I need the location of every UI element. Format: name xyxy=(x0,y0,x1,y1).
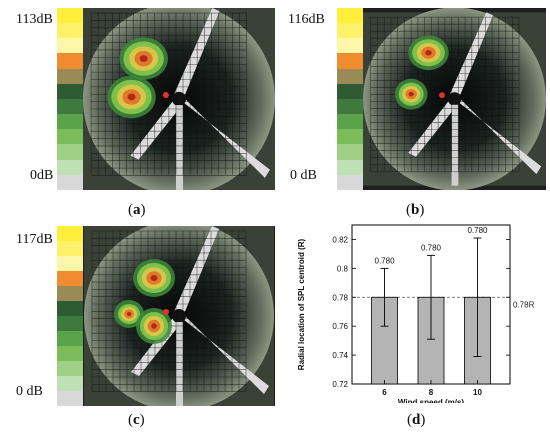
panel-caption: (a) xyxy=(128,202,146,218)
scale-color-step xyxy=(57,346,83,361)
scale-color-step xyxy=(337,114,363,130)
scale-color-step xyxy=(57,376,83,391)
data-label: 0.780 xyxy=(421,243,442,252)
x-tick-label: 10 xyxy=(473,388,482,397)
scale-color-step xyxy=(57,83,83,99)
scale-color-step xyxy=(57,8,83,24)
panel-caption: (b) xyxy=(406,202,425,218)
y-tick-label: 0.82 xyxy=(332,235,348,244)
color-scale-bar xyxy=(57,226,83,406)
data-label: 0.780 xyxy=(467,226,488,235)
acoustic-image xyxy=(83,226,275,406)
scale-max-label: 117dB xyxy=(16,232,53,247)
scale-color-step xyxy=(57,38,83,54)
y-tick-label: 0.76 xyxy=(332,322,348,331)
scale-color-step xyxy=(337,159,363,175)
scale-color-step xyxy=(57,256,83,271)
scale-color-step xyxy=(337,83,363,99)
y-tick-label: 0.78 xyxy=(332,293,348,302)
scale-color-step xyxy=(57,301,83,316)
scale-color-step xyxy=(337,98,363,115)
scale-color-step xyxy=(337,53,363,69)
scale-color-step xyxy=(57,391,83,406)
panel-caption: (d) xyxy=(407,412,426,428)
scale-color-step xyxy=(57,316,83,331)
scale-color-step xyxy=(57,331,83,346)
color-scale-bar xyxy=(57,8,83,190)
scale-color-step xyxy=(337,8,363,24)
scale-min-label: 0 dB xyxy=(290,168,317,183)
scale-color-step xyxy=(57,98,83,115)
reference-line-label: 0.78R xyxy=(513,300,535,309)
scale-color-step xyxy=(57,361,83,376)
scale-max-label: 116dB xyxy=(288,12,325,27)
scale-color-step xyxy=(57,129,83,145)
x-axis-label: Wind speed (m/s) xyxy=(398,398,464,403)
scale-color-step xyxy=(57,271,83,286)
scale-color-step xyxy=(57,144,83,160)
scale-color-step xyxy=(337,174,363,190)
acoustic-image xyxy=(363,8,546,190)
scale-min-label: 0 dB xyxy=(16,384,43,399)
scale-color-step xyxy=(337,23,363,39)
scale-color-step xyxy=(57,114,83,130)
wind-turbine-illustration xyxy=(83,8,275,190)
acoustic-image xyxy=(83,8,275,190)
bar-chart: 0.78R 0.72 0.74 0.76 0.78 0.8 0.82 0.780 6 0.780 8… xyxy=(297,224,535,403)
y-tick-label: 0.72 xyxy=(332,380,348,389)
x-tick-label: 6 xyxy=(382,388,387,397)
scale-color-step xyxy=(57,23,83,39)
panel-caption: (c) xyxy=(128,412,145,428)
scale-color-step xyxy=(57,241,83,256)
scale-color-step xyxy=(57,226,83,241)
scale-color-step xyxy=(57,159,83,175)
scale-min-label: 0dB xyxy=(30,168,54,183)
scale-color-step xyxy=(337,68,363,84)
wind-turbine-illustration xyxy=(84,226,274,406)
scale-color-step xyxy=(57,53,83,69)
y-tick-label: 0.8 xyxy=(337,264,349,273)
scale-max-label: 113dB xyxy=(16,12,53,27)
x-tick-label: 8 xyxy=(429,388,434,397)
scale-color-step xyxy=(337,38,363,54)
scale-color-step xyxy=(57,174,83,190)
y-axis-label: Radial location of SPL centroid (R) xyxy=(297,238,306,370)
data-label: 0.780 xyxy=(375,256,396,265)
scale-color-step xyxy=(57,286,83,301)
y-tick-label: 0.74 xyxy=(332,351,348,360)
color-scale-bar xyxy=(337,8,363,190)
scale-color-step xyxy=(337,129,363,145)
scale-color-step xyxy=(337,144,363,160)
wind-turbine-illustration xyxy=(363,8,546,190)
scale-color-step xyxy=(57,68,83,84)
